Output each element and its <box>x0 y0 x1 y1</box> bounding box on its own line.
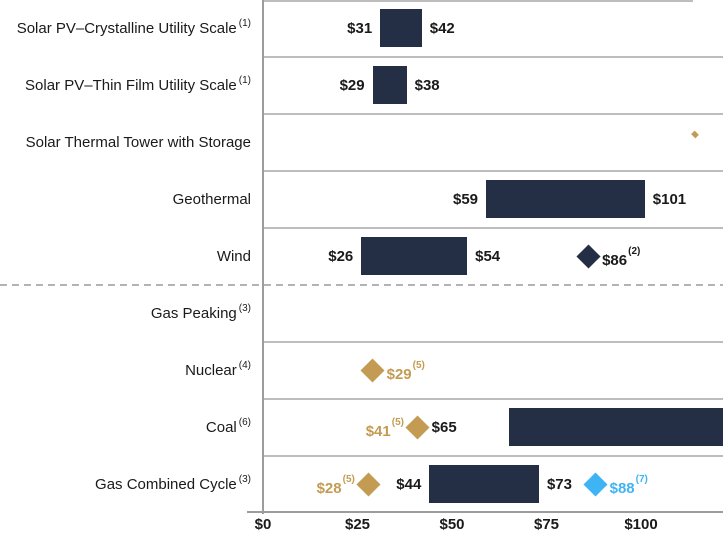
category-label-text: Solar PV–Thin Film Utility Scale <box>25 77 237 94</box>
diamond-value-label: $28(5) <box>317 456 355 513</box>
renewables-conventional-divider-line <box>0 284 723 286</box>
range-bar-solar-pv-crystalline-utility-scale <box>380 9 422 47</box>
bar-high-value-label: $101 <box>652 191 687 208</box>
chart-row-coal: Coal (6) $65 $41(5) <box>0 399 723 456</box>
chart-row-solar-pv-crystalline-utility-scale: Solar PV–Crystalline Utility Scale (1) $31… <box>0 0 723 57</box>
diamond-value-label: $41(5) <box>366 399 404 456</box>
category-label-solar-pv-thin-film-utility-scale: Solar PV–Thin Film Utility Scale (1) <box>0 57 251 114</box>
bar-low-value-label: $44 <box>396 476 422 493</box>
chart-row-gas-combined-cycle: Gas Combined Cycle (3) $44 $73 $28(5) $88(7) <box>0 456 723 513</box>
diamond-footnote: (5) <box>391 417 404 428</box>
row-separator-line <box>263 227 723 229</box>
range-bar-gas-combined-cycle <box>429 465 539 503</box>
diamond-value-text: $88 <box>609 480 635 497</box>
chart-row-solar-thermal-tower-with-storage: Solar Thermal Tower with Storage <box>0 114 723 171</box>
x-tick-label-25: $25 <box>344 516 371 533</box>
bar-low-value-label: $65 <box>431 419 457 436</box>
category-label-text: Solar PV–Crystalline Utility Scale <box>16 20 237 37</box>
bar-high-value-label: $54 <box>475 248 501 265</box>
row-separator-line <box>263 56 723 58</box>
category-label-text: Solar Thermal Tower with Storage <box>25 134 251 151</box>
gold-diamond-marker <box>405 415 430 440</box>
x-axis-line <box>247 511 723 513</box>
diamond-value-label: $86(2) <box>602 228 640 285</box>
category-label-gas-peaking: Gas Peaking (3) <box>0 285 251 342</box>
row-separator-line <box>263 398 723 400</box>
category-label-geothermal: Geothermal <box>0 171 251 228</box>
diamond-value-label: $88(7) <box>610 456 648 513</box>
top-row-separator-line <box>263 0 693 2</box>
category-label-wind: Wind <box>0 228 251 285</box>
x-tick-label-0: $0 <box>254 516 272 533</box>
bar-low-value-label: $29 <box>339 77 365 94</box>
bar-low-value-label: $31 <box>347 20 373 37</box>
category-label-solar-thermal-tower-with-storage: Solar Thermal Tower with Storage <box>0 114 251 171</box>
range-bar-solar-pv-thin-film-utility-scale <box>372 66 407 104</box>
x-tick-label-100: $100 <box>624 516 658 533</box>
diamond-value-label: $29(5) <box>387 342 425 399</box>
gold-diamond-marker <box>356 472 381 497</box>
category-footnote: (1) <box>238 75 251 86</box>
row-separator-line <box>263 455 723 457</box>
navy-diamond-marker <box>576 244 601 269</box>
category-label-solar-pv-crystalline-utility-scale: Solar PV–Crystalline Utility Scale (1) <box>0 0 251 57</box>
bar-high-value-label: $38 <box>414 77 440 94</box>
diamond-footnote: (7) <box>635 474 648 485</box>
x-tick-label-50: $50 <box>439 516 465 533</box>
category-footnote: (3) <box>238 303 251 314</box>
row-separator-line <box>263 170 723 172</box>
range-bar-geothermal <box>486 180 645 218</box>
chart-row-nuclear: Nuclear (4) $29(5) <box>0 342 723 399</box>
y-axis-line <box>262 0 264 514</box>
category-footnote: (6) <box>238 417 251 428</box>
category-footnote: (1) <box>238 18 251 29</box>
category-label-text: Nuclear <box>185 362 237 379</box>
diamond-value-text: $86 <box>602 252 628 269</box>
bar-low-value-label: $26 <box>328 248 354 265</box>
chart-row-wind: Wind $26 $54 $86(2) <box>0 228 723 285</box>
chart-row-gas-peaking: Gas Peaking (3) <box>0 285 723 342</box>
category-label-gas-combined-cycle: Gas Combined Cycle (3) <box>0 456 251 513</box>
diamond-footnote: (5) <box>412 360 425 371</box>
category-label-text: Coal <box>205 419 237 436</box>
bar-high-value-label: $73 <box>546 476 572 493</box>
diamond-value-text: $28 <box>316 480 342 497</box>
range-bar-wind <box>361 237 468 275</box>
category-label-text: Geothermal <box>172 191 251 208</box>
category-label-coal: Coal (6) <box>0 399 251 456</box>
x-tick-label-75: $75 <box>533 516 560 533</box>
category-footnote: (4) <box>238 360 251 371</box>
category-label-text: Gas Combined Cycle <box>95 476 237 493</box>
diamond-footnote: (5) <box>342 474 355 485</box>
bar-high-value-label: $42 <box>429 20 455 37</box>
category-footnote: (3) <box>238 474 251 485</box>
range-bar-coal <box>508 408 723 446</box>
diamond-value-text: $41 <box>365 423 391 440</box>
category-label-text: Gas Peaking <box>150 305 237 322</box>
chart-row-solar-pv-thin-film-utility-scale: Solar PV–Thin Film Utility Scale (1) $29 $3… <box>0 57 723 114</box>
chart-row-geothermal: Geothermal $59 $101 <box>0 171 723 228</box>
bar-low-value-label: $59 <box>453 191 479 208</box>
category-label-nuclear: Nuclear (4) <box>0 342 251 399</box>
diamond-footnote: (2) <box>628 246 641 257</box>
category-label-text: Wind <box>216 248 251 265</box>
diamond-value-text: $29 <box>386 366 412 383</box>
gold-diamond-marker <box>360 358 385 383</box>
blue-diamond-marker <box>583 472 608 497</box>
row-separator-line <box>263 341 723 343</box>
row-separator-line <box>263 113 723 115</box>
